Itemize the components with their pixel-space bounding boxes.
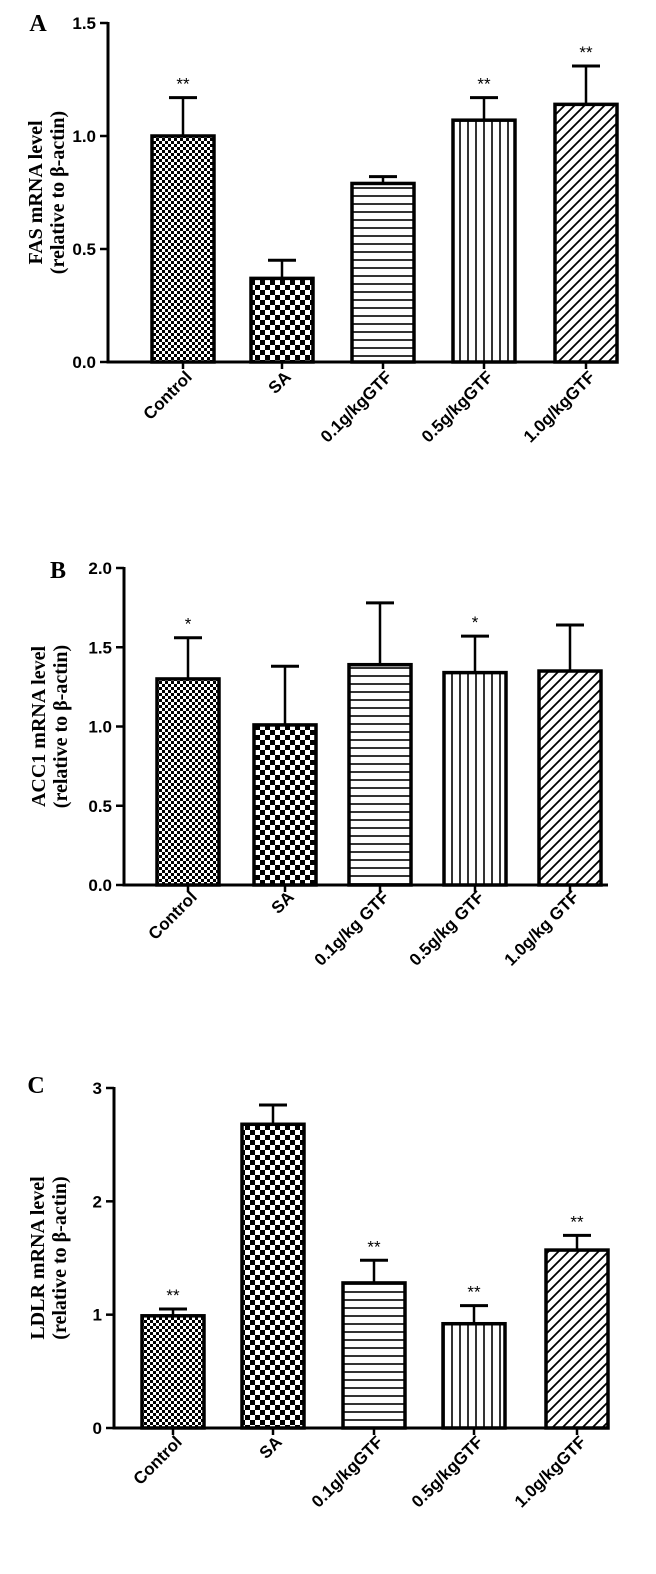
y-tick-label: 1.0 <box>88 718 112 737</box>
panel-b: B ACC1 mRNA level(relative to β-actin) 0.0… <box>28 558 608 970</box>
bar-3 <box>347 662 413 887</box>
bar-4 <box>441 1321 507 1430</box>
bar-3 <box>341 1281 407 1430</box>
y-tick-label: 1 <box>93 1306 102 1325</box>
y-tick-label: 2 <box>93 1192 102 1211</box>
significance-label: ** <box>579 43 593 62</box>
x-tick-label: Control <box>140 367 196 423</box>
x-tick-label: 0.5g/kgGTF <box>408 1432 487 1511</box>
y-tick-label: 0.0 <box>72 353 96 372</box>
x-tick-label: 1.0g/kgGTF <box>520 367 599 446</box>
panel-letter: A <box>29 11 47 37</box>
bar-1 <box>140 1314 206 1430</box>
y-tick-label: 0.0 <box>88 876 112 895</box>
significance-label: ** <box>176 75 190 94</box>
y-tick-label: 2.0 <box>88 559 112 578</box>
significance-label: ** <box>570 1212 584 1231</box>
significance-label: ** <box>166 1286 180 1305</box>
x-tick-label: 1.0g/kg GTF <box>501 887 583 969</box>
y-axis-title-line-2: (relative to β-actin) <box>47 111 69 274</box>
bar-2 <box>249 276 315 364</box>
significance-label: ** <box>467 1283 481 1302</box>
bar-3 <box>350 181 416 364</box>
y-axis-title-line-1: LDLR mRNA level <box>27 1176 49 1340</box>
bar-5 <box>544 1248 610 1430</box>
y-tick-label: 1.5 <box>72 14 96 33</box>
y-tick-label: 0.5 <box>88 797 112 816</box>
bar-1 <box>155 677 221 887</box>
x-tick-label: 0.5g/kgGTF <box>418 367 497 446</box>
x-tick-label: Control <box>130 1432 186 1488</box>
y-axis-title: LDLR mRNA level(relative to β-actin) <box>27 1176 71 1340</box>
x-tick-label: Control <box>145 887 201 943</box>
y-tick-label: 0 <box>93 1419 102 1438</box>
x-tick-label: 0.1g/kgGTF <box>317 367 396 446</box>
significance-label: * <box>185 615 192 634</box>
bar-2 <box>252 723 318 887</box>
x-tick-label: SA <box>268 887 298 917</box>
x-tick-label: SA <box>265 367 295 397</box>
bar-4 <box>442 670 508 887</box>
x-tick-label: 1.0g/kgGTF <box>511 1432 590 1511</box>
significance-label: ** <box>367 1237 381 1256</box>
y-axis-title: FAS mRNA level(relative to β-actin) <box>25 111 69 274</box>
y-axis-title: ACC1 mRNA level(relative to β-actin) <box>28 645 72 808</box>
x-tick-label: 0.1g/kg GTF <box>311 887 393 969</box>
bar-1 <box>150 134 216 364</box>
panel-c: C LDLR mRNA level(relative to β-actin) 0 1 2… <box>27 1073 610 1511</box>
bar-5 <box>537 669 603 887</box>
panel-letter: C <box>27 1073 44 1099</box>
y-tick-label: 1.5 <box>88 638 112 657</box>
panel-a: A FAS mRNA level(relative to β-actin) 0.0 0… <box>25 11 619 446</box>
y-axis-title-line-1: ACC1 mRNA level <box>28 646 50 808</box>
y-tick-label: 0.5 <box>72 240 96 259</box>
significance-label: * <box>472 613 479 632</box>
x-tick-label: 0.5g/kg GTF <box>406 887 488 969</box>
y-tick-label: 1.0 <box>72 127 96 146</box>
y-axis-title-line-2: (relative to β-actin) <box>50 645 72 808</box>
y-axis-title-line-1: FAS mRNA level <box>25 120 47 264</box>
panel-letter: B <box>50 558 66 584</box>
y-tick-label: 3 <box>93 1079 102 1098</box>
bar-5 <box>553 102 619 364</box>
bar-4 <box>451 118 517 364</box>
significance-label: ** <box>477 75 491 94</box>
x-tick-label: SA <box>256 1432 286 1462</box>
y-axis-title-line-2: (relative to β-actin) <box>49 1176 71 1339</box>
x-tick-label: 0.1g/kgGTF <box>308 1432 387 1511</box>
bar-2 <box>240 1122 306 1430</box>
